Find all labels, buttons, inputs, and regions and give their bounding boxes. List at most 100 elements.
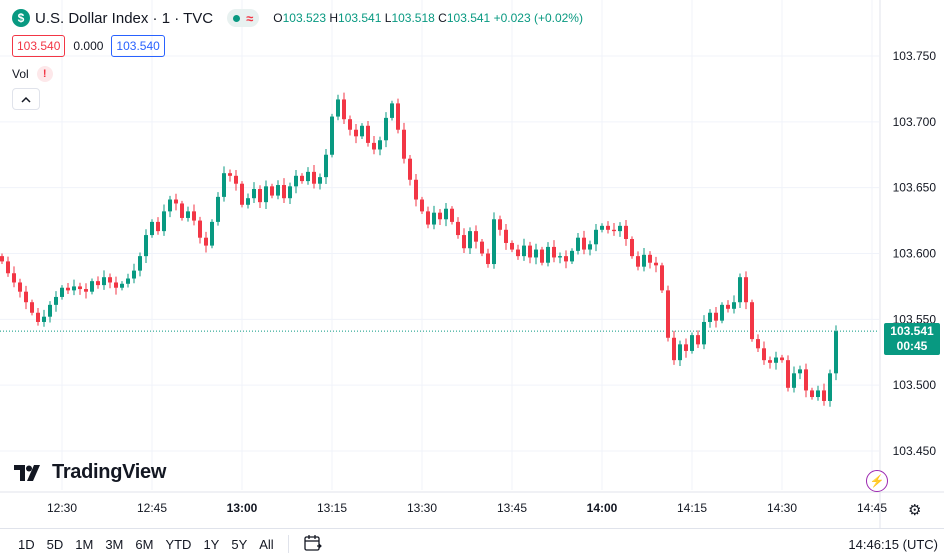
candle-body[interactable]: [360, 125, 364, 137]
candle-body[interactable]: [546, 246, 550, 263]
candle-body[interactable]: [384, 117, 388, 141]
market-status-pill[interactable]: ≈: [227, 9, 260, 27]
range-6m[interactable]: 6M: [135, 536, 154, 552]
candle-body[interactable]: [504, 229, 508, 243]
candle-body[interactable]: [786, 360, 790, 388]
candle-body[interactable]: [636, 256, 640, 267]
candle-body[interactable]: [222, 173, 226, 197]
candle-body[interactable]: [624, 225, 628, 240]
candle-body[interactable]: [306, 171, 310, 182]
candle-body[interactable]: [738, 277, 742, 303]
calendar-range-icon[interactable]: [297, 534, 329, 555]
candle-body[interactable]: [474, 231, 478, 242]
candle-body[interactable]: [576, 237, 580, 251]
candle-body[interactable]: [48, 304, 52, 317]
candle-body[interactable]: [378, 140, 382, 150]
candle-body[interactable]: [582, 237, 586, 250]
candle-body[interactable]: [354, 129, 358, 137]
candle-body[interactable]: [30, 302, 34, 313]
candle-body[interactable]: [210, 221, 214, 246]
candle-body[interactable]: [438, 212, 442, 220]
candle-body[interactable]: [324, 154, 328, 178]
candle-body[interactable]: [186, 211, 190, 218]
candle-body[interactable]: [288, 186, 292, 199]
candle-body[interactable]: [132, 270, 136, 279]
candle-body[interactable]: [144, 235, 148, 257]
candle-body[interactable]: [570, 250, 574, 262]
candle-body[interactable]: [528, 245, 532, 258]
candle-body[interactable]: [462, 235, 466, 249]
candle-body[interactable]: [42, 316, 46, 322]
candle-body[interactable]: [192, 211, 196, 221]
candle-body[interactable]: [792, 373, 796, 388]
candle-body[interactable]: [720, 304, 724, 321]
price-chart[interactable]: 103.750103.700103.650103.600103.550103.5…: [0, 0, 944, 528]
candle-body[interactable]: [180, 203, 184, 218]
candle-body[interactable]: [522, 245, 526, 257]
candle-body[interactable]: [300, 175, 304, 182]
candle-body[interactable]: [390, 103, 394, 118]
candle-body[interactable]: [486, 253, 490, 265]
candle-body[interactable]: [822, 390, 826, 401]
candle-body[interactable]: [96, 281, 100, 286]
candle-body[interactable]: [348, 119, 352, 130]
candle-body[interactable]: [798, 369, 802, 374]
volume-label[interactable]: Vol: [12, 67, 29, 81]
range-ytd[interactable]: YTD: [165, 536, 192, 552]
candle-body[interactable]: [606, 225, 610, 230]
warning-icon[interactable]: !: [36, 66, 53, 82]
candle-body[interactable]: [444, 208, 448, 220]
candle-body[interactable]: [228, 173, 232, 176]
candle-body[interactable]: [318, 177, 322, 184]
candle-body[interactable]: [534, 249, 538, 258]
candle-body[interactable]: [204, 237, 208, 246]
candle-body[interactable]: [102, 277, 106, 286]
candle-body[interactable]: [804, 369, 808, 391]
candle-body[interactable]: [816, 390, 820, 398]
candle-body[interactable]: [414, 179, 418, 200]
candle-body[interactable]: [282, 185, 286, 199]
range-1d[interactable]: 1D: [18, 536, 35, 552]
candle-body[interactable]: [516, 249, 520, 257]
sell-price-button[interactable]: 103.540: [12, 35, 66, 57]
buy-price-button[interactable]: 103.540: [111, 35, 165, 57]
candle-body[interactable]: [672, 337, 676, 361]
candle-body[interactable]: [630, 239, 634, 257]
candle-body[interactable]: [312, 171, 316, 184]
candle-body[interactable]: [552, 246, 556, 258]
candle-body[interactable]: [432, 212, 436, 225]
candle-body[interactable]: [780, 357, 784, 361]
candle-body[interactable]: [366, 125, 370, 143]
gear-icon[interactable]: ⚙: [908, 502, 922, 519]
candle-body[interactable]: [54, 296, 58, 305]
candle-body[interactable]: [60, 287, 64, 297]
range-5y[interactable]: 5Y: [231, 536, 248, 552]
candle-body[interactable]: [768, 360, 772, 363]
candle-body[interactable]: [618, 225, 622, 232]
candle-body[interactable]: [6, 261, 10, 274]
candle-body[interactable]: [72, 286, 76, 291]
candle-body[interactable]: [138, 256, 142, 271]
candle-body[interactable]: [828, 373, 832, 401]
candle-body[interactable]: [162, 211, 166, 232]
candle-body[interactable]: [66, 287, 70, 291]
candle-body[interactable]: [774, 357, 778, 363]
candle-body[interactable]: [36, 312, 40, 322]
candle-body[interactable]: [756, 339, 760, 349]
candle-body[interactable]: [12, 273, 16, 283]
candle-body[interactable]: [540, 249, 544, 263]
candle-body[interactable]: [678, 344, 682, 361]
candle-body[interactable]: [834, 331, 838, 374]
candle-body[interactable]: [330, 116, 334, 155]
candle-body[interactable]: [342, 99, 346, 120]
range-3m[interactable]: 3M: [105, 536, 124, 552]
lightning-icon[interactable]: ⚡: [866, 470, 888, 492]
candle-body[interactable]: [600, 225, 604, 230]
candle-body[interactable]: [24, 291, 28, 303]
candle-body[interactable]: [258, 188, 262, 203]
candle-body[interactable]: [276, 185, 280, 196]
candle-body[interactable]: [78, 286, 82, 290]
candle-body[interactable]: [456, 221, 460, 236]
candle-body[interactable]: [18, 282, 22, 292]
candle-body[interactable]: [696, 335, 700, 345]
